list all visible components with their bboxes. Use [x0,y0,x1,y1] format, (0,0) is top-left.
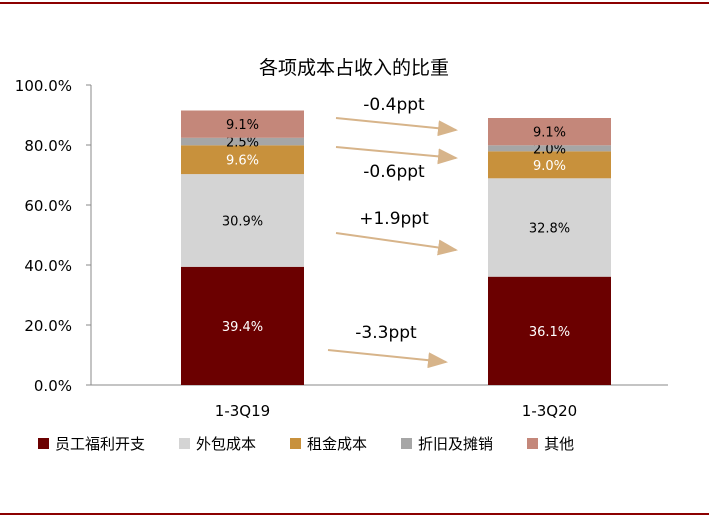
bar-segment [181,145,304,175]
change-annotation: +1.9ppt [359,209,429,229]
y-tick-label: 20.0% [24,317,72,335]
data-label: 39.4% [222,320,263,335]
legend-swatch [38,438,49,449]
legend-label: 折旧及摊销 [418,435,494,453]
y-tick-label: 100.0% [15,77,72,95]
change-arrow [335,146,458,165]
legend-swatch [401,438,413,449]
y-tick-label: 40.0% [24,257,72,275]
data-label: 9.6% [226,154,259,169]
bar-segment [181,266,304,385]
change-annotation: -0.6ppt [363,162,425,182]
legend-item: 折旧及摊销 [401,433,493,454]
x-category-label: 1-3Q20 [522,402,577,420]
legend-swatch [179,438,191,449]
change-arrow [327,349,448,369]
legend-item: 租金成本 [290,433,367,454]
change-arrow [335,117,458,137]
chart-legend: 员工福利开支 外包成本 租金成本 折旧及摊销 其他 [38,433,574,454]
legend-label: 其他 [544,435,575,453]
legend-item: 其他 [527,433,574,454]
x-category-label: 1-3Q19 [215,402,270,420]
bar-segment [488,276,611,385]
bottom-border-rule [0,513,709,515]
change-annotation: -3.3ppt [355,323,417,343]
y-tick-label: 60.0% [24,197,72,215]
legend-swatch [527,438,539,449]
y-tick-label: 0.0% [34,377,72,395]
bar-segment [488,118,611,146]
bar-segment [488,178,611,277]
legend-item: 外包成本 [179,433,256,454]
legend-label: 外包成本 [196,435,257,453]
chart-title: 各项成本占收入的比重 [259,57,449,79]
bar-segment [488,145,611,152]
bar-segment [181,137,304,146]
data-label: 2.5% [226,136,259,151]
top-border-rule [0,2,709,4]
data-label: 2.0% [533,142,566,157]
change-annotation: -0.4ppt [363,95,425,115]
data-label: 32.8% [529,222,570,237]
data-label: 36.1% [529,325,570,340]
bar-segment [181,174,304,267]
change-arrow [335,232,458,256]
y-tick-label: 80.0% [24,137,72,155]
data-label: 9.0% [533,159,566,174]
bar-segment [181,110,304,138]
legend-item: 员工福利开支 [38,433,145,454]
bar-segment [488,151,611,179]
legend-label: 租金成本 [307,435,368,453]
data-label: 9.1% [533,126,566,141]
data-label: 9.1% [226,118,259,133]
legend-label: 员工福利开支 [55,435,146,453]
legend-swatch [290,438,302,449]
data-label: 30.9% [222,214,263,229]
